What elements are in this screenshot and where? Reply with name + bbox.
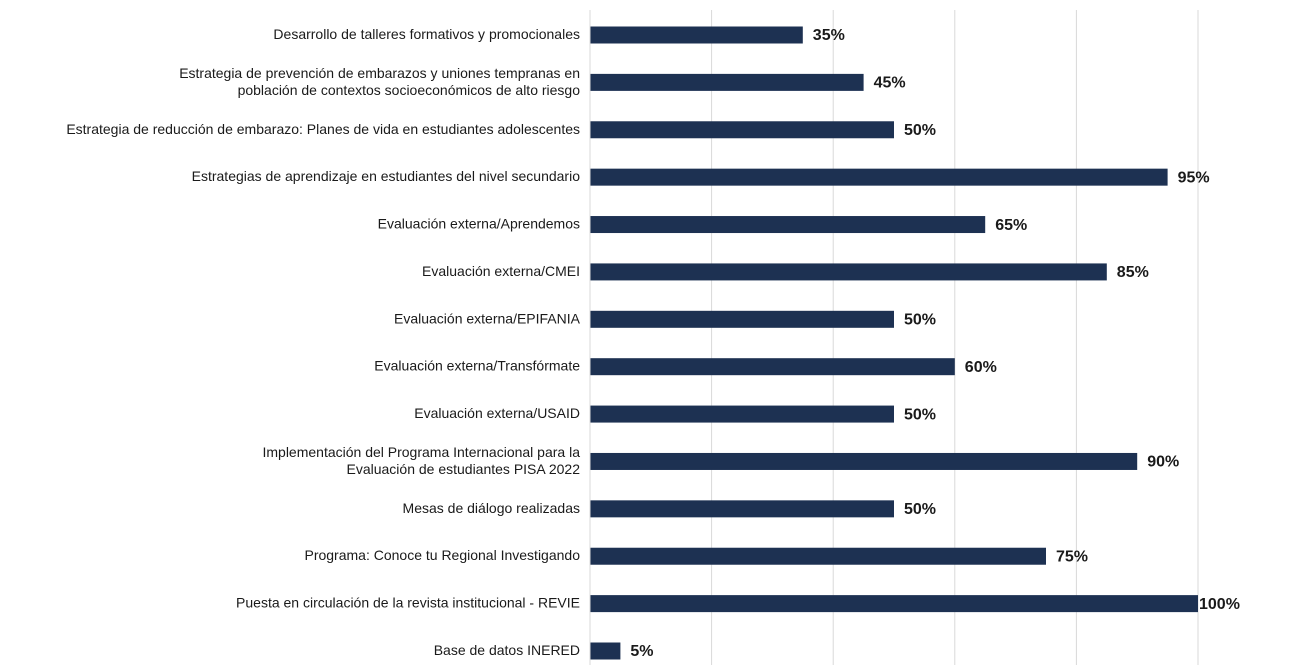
bar (590, 216, 986, 234)
category-label: Desarrollo de talleres formativos y prom… (273, 26, 580, 42)
bar (590, 26, 803, 44)
value-label: 100% (1199, 596, 1240, 613)
category-label: Puesta en circulación de la revista inst… (236, 594, 580, 610)
bar (590, 547, 1046, 565)
category-label: Mesas de diálogo realizadas (403, 500, 580, 516)
bar (590, 500, 894, 518)
value-label: 85% (1117, 264, 1149, 281)
value-label: 45% (874, 75, 906, 92)
bar (590, 595, 1198, 613)
bar (590, 263, 1107, 281)
category-label: Programa: Conoce tu Regional Investigand… (304, 547, 580, 563)
value-label: 60% (965, 359, 997, 376)
value-label: 50% (904, 312, 936, 329)
value-label: 95% (1178, 169, 1210, 186)
category-label: Estrategia de reducción de embarazo: Pla… (66, 120, 580, 136)
category-label: Evaluación externa/Aprendemos (378, 215, 580, 231)
category-label: Base de datos INERED (434, 642, 580, 658)
value-label: 90% (1147, 454, 1179, 471)
category-label: Evaluación externa/EPIFANIA (394, 310, 581, 326)
bar (590, 405, 894, 423)
value-label: 50% (904, 406, 936, 423)
category-label: Evaluación externa/USAID (414, 405, 580, 421)
value-label: 50% (904, 501, 936, 518)
bar (590, 168, 1168, 186)
bar (590, 121, 894, 139)
category-label: Estrategias de aprendizaje en estudiante… (192, 168, 581, 184)
value-label: 75% (1056, 548, 1088, 565)
value-label: 5% (630, 643, 653, 660)
bar (590, 452, 1138, 470)
bar (590, 642, 621, 660)
value-label: 50% (904, 122, 936, 139)
bar (590, 310, 894, 328)
category-label: Estrategia de prevención de embarazos y … (179, 65, 580, 98)
category-label: Implementación del Programa Internaciona… (262, 444, 580, 477)
bar (590, 73, 864, 91)
category-label: Evaluación externa/Transfórmate (374, 357, 580, 373)
value-label: 65% (995, 217, 1027, 234)
category-label: Evaluación externa/CMEI (422, 263, 580, 279)
value-label: 35% (813, 27, 845, 44)
bar (590, 358, 955, 376)
